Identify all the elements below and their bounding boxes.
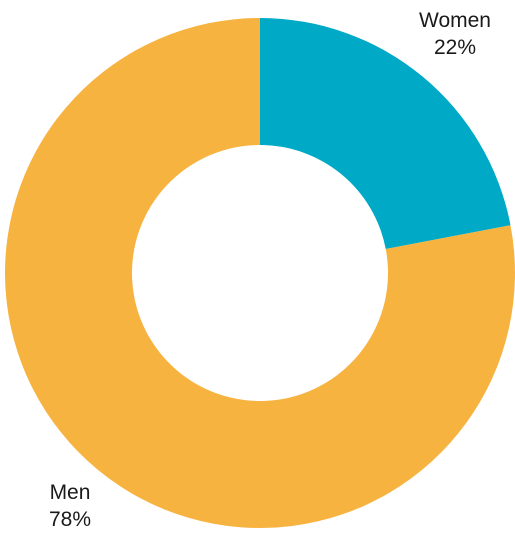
donut-slices [5, 18, 515, 528]
women-label-group: Women 22% [419, 9, 491, 59]
slice-men [5, 18, 515, 528]
women-value-label: 22% [434, 36, 476, 59]
men-label-group: Men 78% [49, 481, 91, 531]
slice-women [260, 18, 511, 250]
women-label: Women [419, 9, 491, 32]
men-value-label: 78% [49, 508, 91, 531]
men-label: Men [50, 481, 91, 504]
